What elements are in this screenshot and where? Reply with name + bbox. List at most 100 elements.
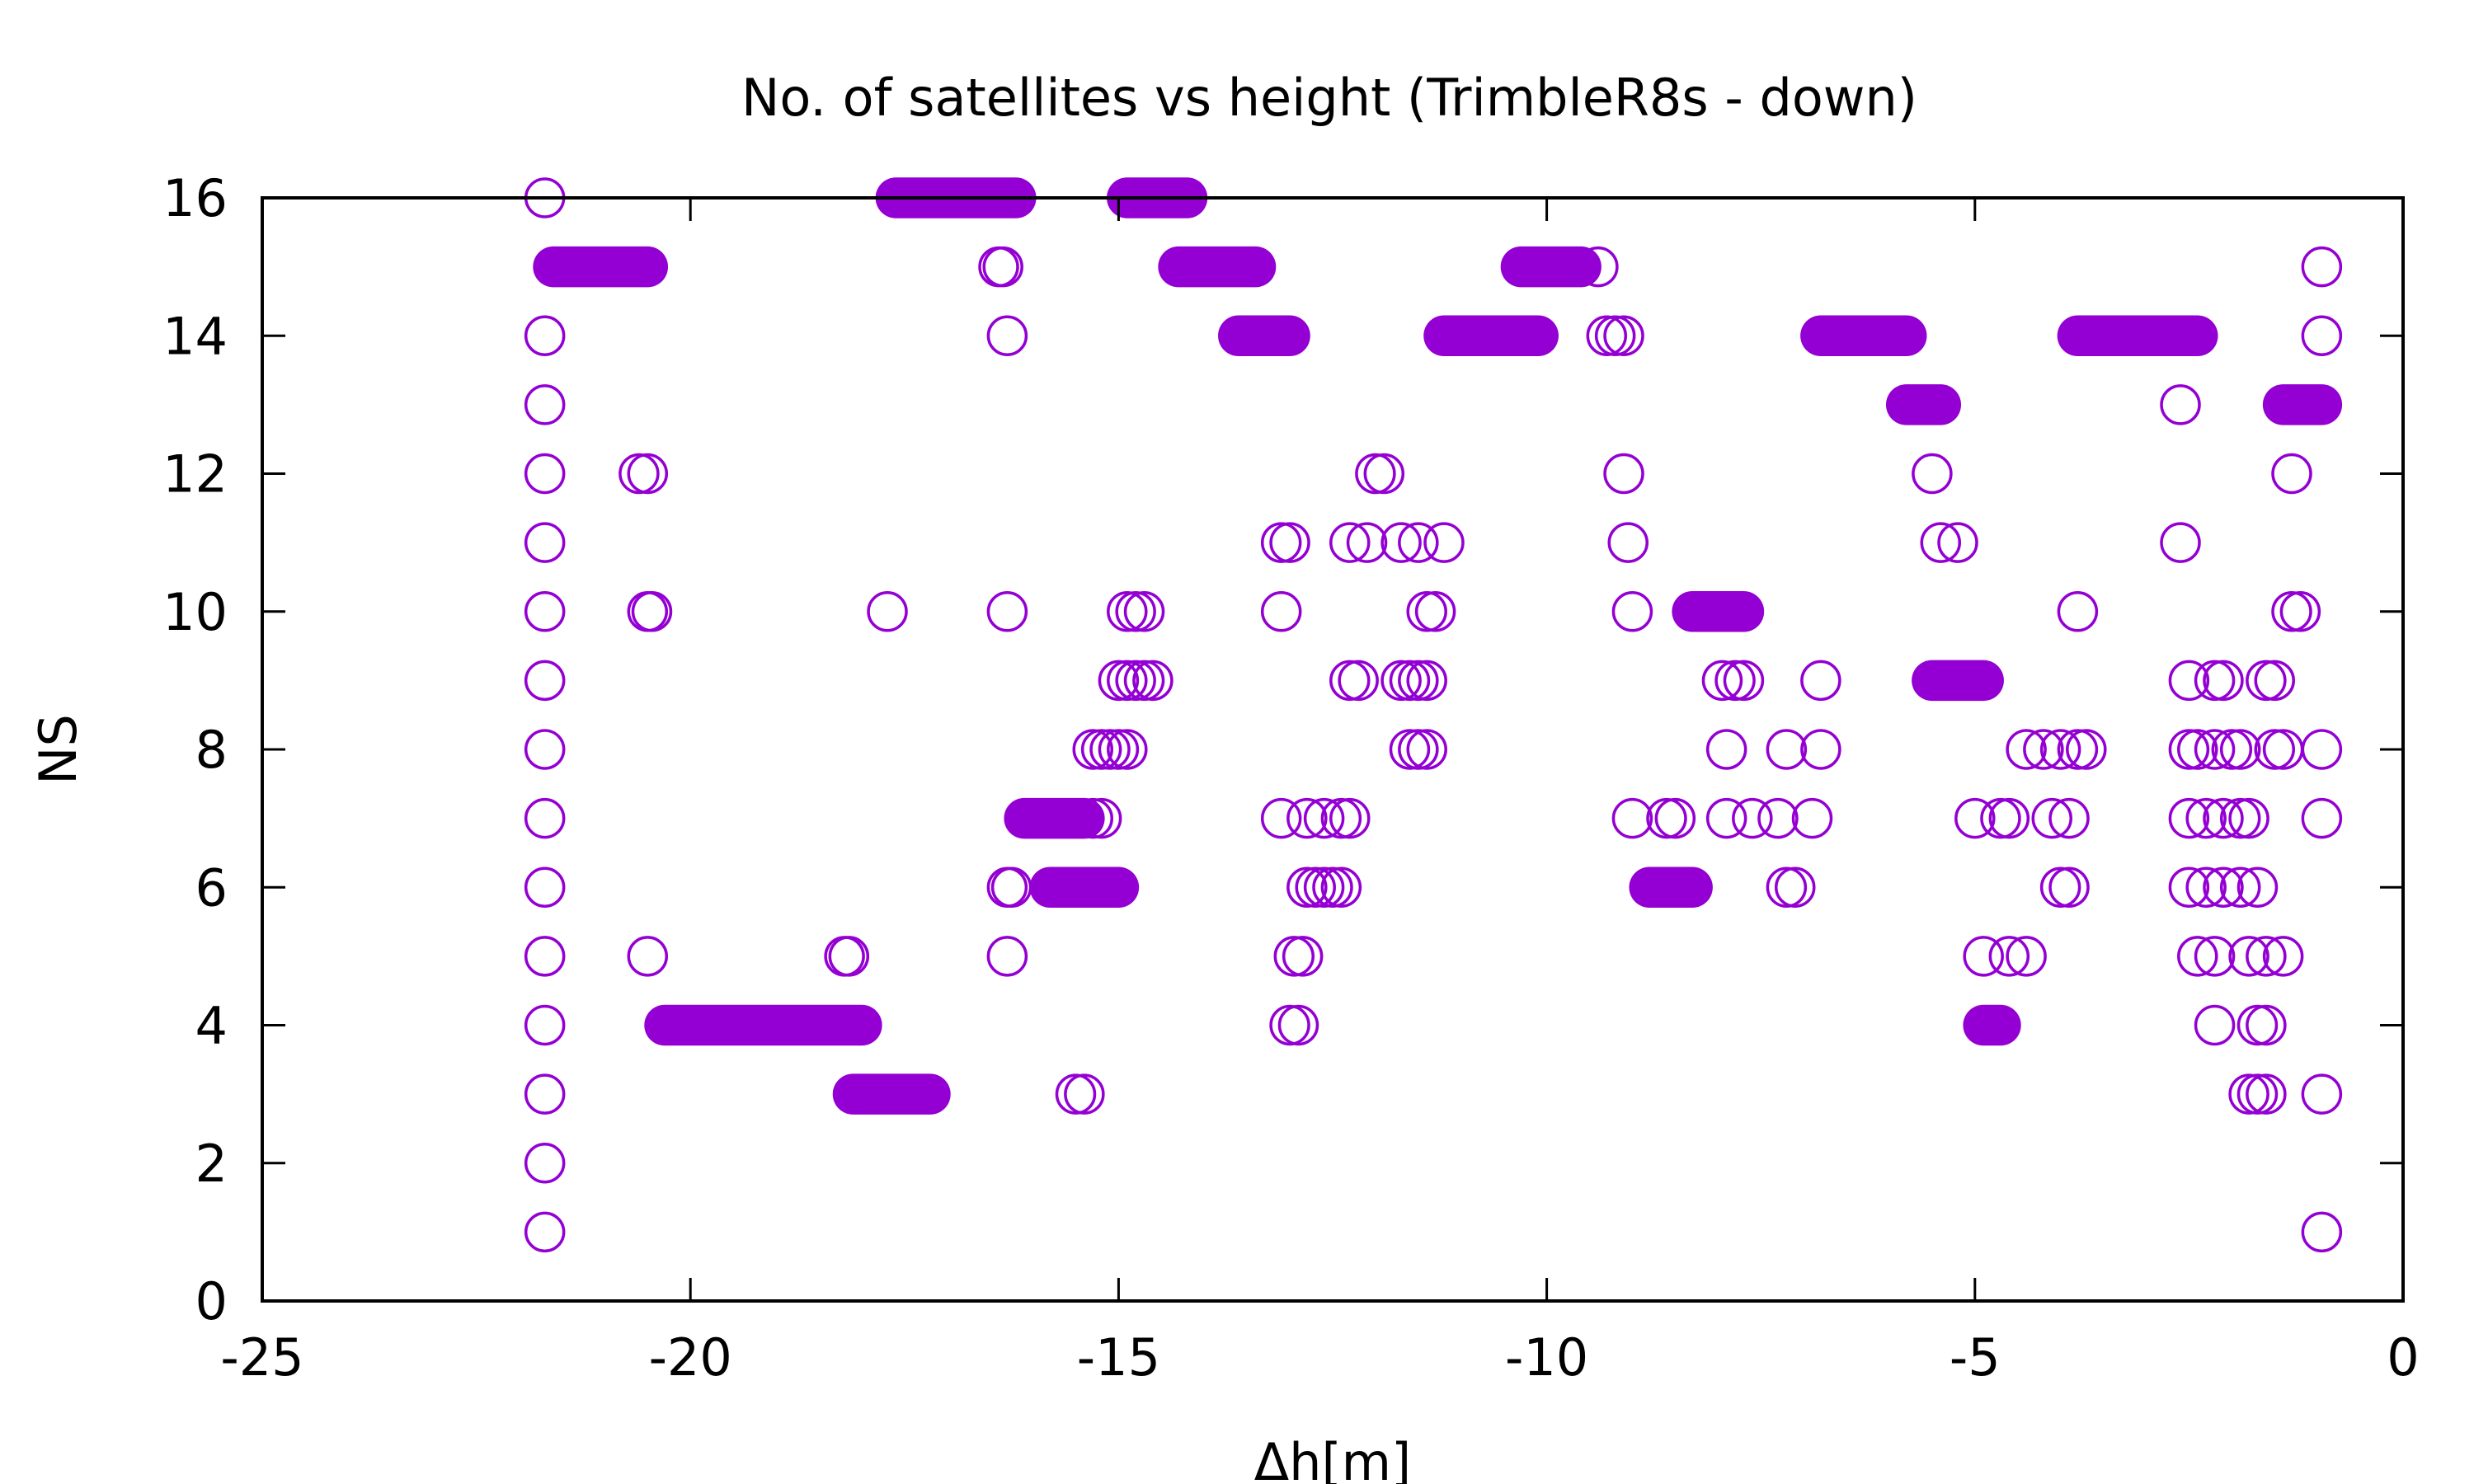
data-point <box>828 936 870 977</box>
data-point <box>524 936 566 977</box>
data-point <box>1132 660 1174 702</box>
data-point <box>2185 866 2227 908</box>
data-point <box>1269 1004 1310 1046</box>
data-point <box>1705 797 1747 839</box>
data-point <box>1260 797 1302 839</box>
x-axis: -25 -20 -15 -10 -5 0 <box>220 198 2420 1388</box>
data-point <box>1988 797 2030 839</box>
data-point <box>2194 660 2236 702</box>
data-point <box>1414 591 1456 632</box>
data-point <box>2262 936 2304 977</box>
data-point <box>2168 797 2210 839</box>
data-point <box>2057 729 2099 770</box>
data-point <box>1260 522 1302 563</box>
data-point <box>986 315 1028 356</box>
data-point <box>627 936 669 977</box>
data-point <box>2254 729 2295 770</box>
data-point <box>1072 729 1113 770</box>
data-point <box>1988 936 2030 977</box>
data-point <box>1654 797 1696 839</box>
data-point <box>1363 453 1405 495</box>
data-point <box>1723 660 1765 702</box>
data-point <box>1646 797 1687 839</box>
data-point <box>1406 591 1447 632</box>
data-point <box>1286 866 1328 908</box>
data-point <box>524 729 566 770</box>
data-point <box>627 453 669 495</box>
x-tick-label: -20 <box>649 1327 732 1388</box>
data-point <box>1107 729 1148 770</box>
data-point <box>2160 522 2201 563</box>
data-point <box>1260 591 1302 632</box>
data-point <box>524 591 566 632</box>
data-point <box>1380 522 1422 563</box>
data-point <box>2301 315 2343 356</box>
data-point <box>982 246 1023 288</box>
y-axis: 0 2 4 6 8 10 12 14 16 <box>162 168 2403 1331</box>
data-point <box>986 936 1028 977</box>
data-point <box>990 866 1032 908</box>
data-point <box>1115 591 1156 632</box>
data-point <box>1329 660 1371 702</box>
data-point <box>1380 660 1422 702</box>
data-point <box>1089 729 1131 770</box>
data-point <box>1320 797 1362 839</box>
data-point <box>2271 591 2312 632</box>
data-point <box>524 1004 566 1046</box>
data-point <box>524 1143 566 1184</box>
y-axis-label: NS <box>28 714 88 785</box>
data-point <box>2301 1211 2343 1253</box>
data-point <box>1398 660 1439 702</box>
data-point <box>2246 660 2287 702</box>
data-point <box>1080 797 1122 839</box>
y-tick-label: 2 <box>195 1134 228 1194</box>
data-point <box>1920 522 1962 563</box>
x-tick-label: -15 <box>1077 1327 1160 1388</box>
x-tick-label: -5 <box>1950 1327 2001 1388</box>
data-point <box>2203 866 2244 908</box>
data-point <box>1273 936 1315 977</box>
y-tick-label: 4 <box>195 996 228 1056</box>
data-point <box>1611 797 1653 839</box>
plot-markers <box>524 177 2343 1253</box>
data-point <box>1286 797 1328 839</box>
data-point <box>1791 797 1833 839</box>
y-tick-label: 14 <box>162 306 228 366</box>
data-point <box>2185 797 2227 839</box>
data-point <box>2262 729 2304 770</box>
data-point <box>1714 660 1756 702</box>
data-point <box>1766 729 1808 770</box>
data-point <box>2301 797 2343 839</box>
data-point <box>867 591 908 632</box>
data-point <box>2177 936 2218 977</box>
x-tick-label: -10 <box>1505 1327 1588 1388</box>
data-point <box>2006 729 2047 770</box>
data-point <box>1312 866 1353 908</box>
data-point <box>1123 660 1165 702</box>
data-point <box>1355 453 1396 495</box>
data-point <box>1757 797 1799 839</box>
data-point <box>2246 936 2287 977</box>
data-point <box>1398 522 1439 563</box>
data-point <box>1406 660 1447 702</box>
data-point <box>2219 729 2261 770</box>
data-point <box>1269 522 1310 563</box>
data-point <box>2194 936 2236 977</box>
x-tick-label: 0 <box>2387 1327 2419 1388</box>
data-point <box>2219 797 2261 839</box>
data-point <box>1586 315 1628 356</box>
data-point <box>524 866 566 908</box>
data-point <box>2168 729 2210 770</box>
y-tick-label: 16 <box>162 168 228 228</box>
data-point <box>1398 729 1439 770</box>
data-point <box>1912 453 1953 495</box>
data-point <box>2066 729 2107 770</box>
data-point <box>524 797 566 839</box>
data-point <box>2203 797 2244 839</box>
data-point <box>1954 797 1996 839</box>
data-point <box>2006 936 2047 977</box>
data-point <box>2236 866 2279 908</box>
y-tick-label: 6 <box>195 857 228 918</box>
